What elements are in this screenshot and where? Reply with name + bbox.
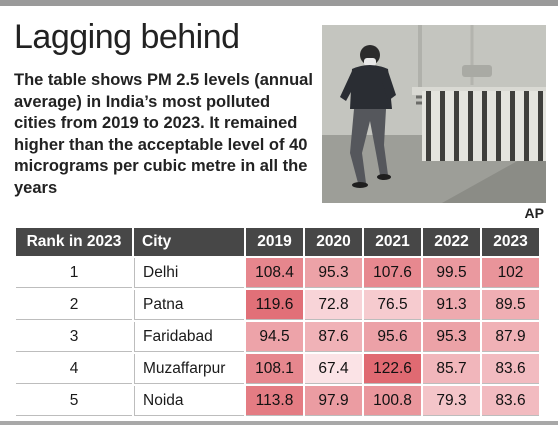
headline: Lagging behind <box>14 18 240 56</box>
city-cell: Patna <box>134 290 244 320</box>
value-cell: 102 <box>482 258 539 288</box>
table-row: 1 Delhi 108.4 95.3 107.6 99.5 102 <box>16 258 539 288</box>
value-cell: 67.4 <box>305 354 362 384</box>
header-rank: Rank in 2023 <box>16 228 132 256</box>
value-cell: 83.6 <box>482 386 539 416</box>
city-cell: Delhi <box>134 258 244 288</box>
photo-runner-in-smog <box>322 25 546 203</box>
pm25-table: Rank in 2023 City 2019 2020 2021 2022 20… <box>14 226 541 418</box>
city-cell: Noida <box>134 386 244 416</box>
rank-cell: 3 <box>16 322 132 352</box>
bottom-rule <box>0 421 558 425</box>
value-cell: 94.5 <box>246 322 303 352</box>
header-2023: 2023 <box>482 228 539 256</box>
table-header-row: Rank in 2023 City 2019 2020 2021 2022 20… <box>16 228 539 256</box>
value-cell: 89.5 <box>482 290 539 320</box>
city-cell: Muzaffarpur <box>134 354 244 384</box>
value-cell: 76.5 <box>364 290 421 320</box>
value-cell: 87.9 <box>482 322 539 352</box>
value-cell: 107.6 <box>364 258 421 288</box>
header-2019: 2019 <box>246 228 303 256</box>
table-row: 5 Noida 113.8 97.9 100.8 79.3 83.6 <box>16 386 539 416</box>
value-cell: 113.8 <box>246 386 303 416</box>
value-cell: 108.1 <box>246 354 303 384</box>
value-cell: 91.3 <box>423 290 480 320</box>
value-cell: 83.6 <box>482 354 539 384</box>
header-city: City <box>134 228 244 256</box>
rank-cell: 5 <box>16 386 132 416</box>
value-cell: 95.3 <box>305 258 362 288</box>
value-cell: 79.3 <box>423 386 480 416</box>
table-row: 3 Faridabad 94.5 87.6 95.6 95.3 87.9 <box>16 322 539 352</box>
header-2022: 2022 <box>423 228 480 256</box>
value-cell: 72.8 <box>305 290 362 320</box>
value-cell: 108.4 <box>246 258 303 288</box>
rank-cell: 4 <box>16 354 132 384</box>
value-cell: 122.6 <box>364 354 421 384</box>
description: The table shows PM 2.5 levels (annual av… <box>14 71 313 197</box>
rank-cell: 1 <box>16 258 132 288</box>
table-row: 4 Muzaffarpur 108.1 67.4 122.6 85.7 83.6 <box>16 354 539 384</box>
photo-credit: AP <box>524 205 544 221</box>
value-cell: 87.6 <box>305 322 362 352</box>
table-row: 2 Patna 119.6 72.8 76.5 91.3 89.5 <box>16 290 539 320</box>
city-cell: Faridabad <box>134 322 244 352</box>
runner-figure <box>340 45 396 188</box>
top-rule <box>0 0 558 6</box>
value-cell: 99.5 <box>423 258 480 288</box>
value-cell: 119.6 <box>246 290 303 320</box>
value-cell: 95.3 <box>423 322 480 352</box>
value-cell: 85.7 <box>423 354 480 384</box>
header-2021: 2021 <box>364 228 421 256</box>
value-cell: 97.9 <box>305 386 362 416</box>
header-2020: 2020 <box>305 228 362 256</box>
rank-cell: 2 <box>16 290 132 320</box>
value-cell: 95.6 <box>364 322 421 352</box>
value-cell: 100.8 <box>364 386 421 416</box>
